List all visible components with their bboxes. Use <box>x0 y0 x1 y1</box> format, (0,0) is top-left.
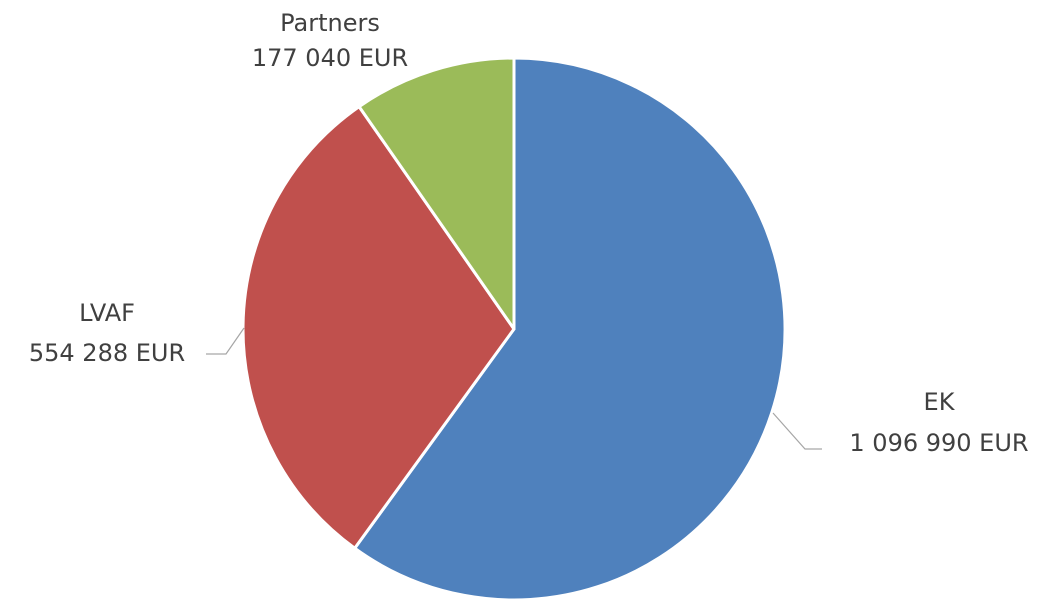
slice-label-lvaf: LVAF <box>79 299 135 327</box>
leader-line-ek <box>772 412 822 450</box>
slice-label-partners: Partners <box>280 9 380 37</box>
pie-slice-lvaf <box>241 105 516 550</box>
slice-label-ek: EK <box>924 388 956 416</box>
slice-value-partners: 177 040 EUR <box>252 44 408 72</box>
leader-line-lvaf <box>206 327 245 355</box>
pie-slices <box>241 56 787 599</box>
pie-slice-partners <box>357 56 516 331</box>
pie-slice-ek <box>353 56 787 599</box>
slice-value-ek: 1 096 990 EUR <box>849 429 1028 457</box>
slice-value-lvaf: 554 288 EUR <box>29 339 185 367</box>
